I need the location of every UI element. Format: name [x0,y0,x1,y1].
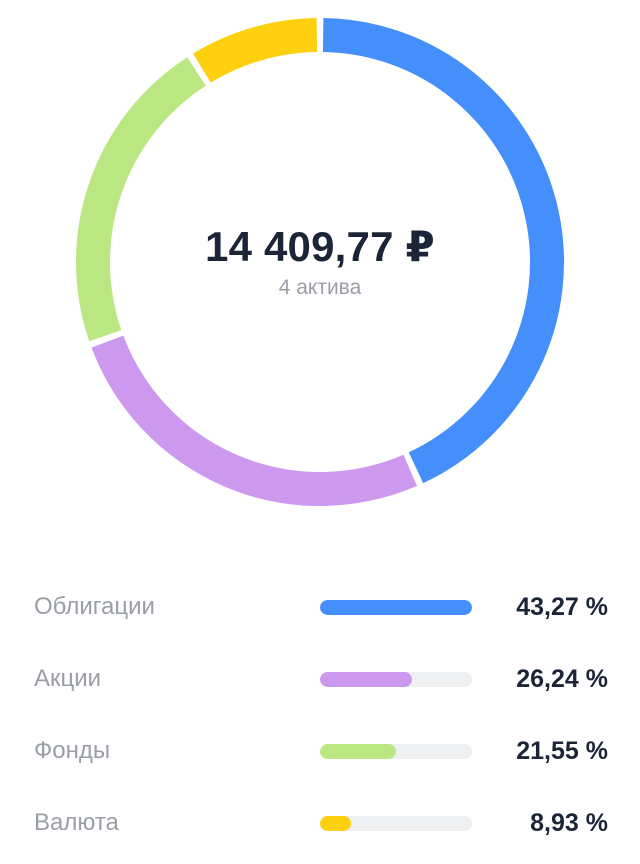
donut-svg [76,18,564,506]
share-bar-track [320,600,472,615]
share-bar-fill [320,816,352,831]
legend-label: Валюта [34,809,119,836]
legend-value: 43,27 % [516,593,608,621]
share-bar-track [320,816,472,831]
legend-value: 26,24 % [516,665,608,693]
legend-value: 21,55 % [516,737,608,765]
donut-slice-bonds[interactable] [322,18,564,484]
donut-slice-currency[interactable] [193,18,318,83]
share-bar-fill [320,600,472,615]
legend-row-currency[interactable]: Валюта 8,93 % [0,787,640,859]
portfolio-total: 14 409,77 ₽ [205,223,435,270]
assets-count: 4 актива [278,276,362,299]
legend-value: 8,93 % [530,809,608,837]
legend-label: Акции [34,665,102,692]
share-bar-fill [320,672,413,687]
legend-row-stocks[interactable]: Акции 26,24 % [0,643,640,715]
allocation-donut-chart: 14 409,77 ₽ 4 актива [76,18,564,506]
donut-slice-funds[interactable] [76,57,206,342]
legend-label: Облигации [34,593,155,620]
legend-label: Фонды [34,737,111,764]
allocation-legend: Облигации 43,27 % Акции 26,24 % Фонды 21… [0,571,640,859]
share-bar-fill [320,744,396,759]
donut-slice-stocks[interactable] [91,335,417,506]
legend-row-bonds[interactable]: Облигации 43,27 % [0,571,640,643]
share-bar-track [320,744,472,759]
share-bar-track [320,672,472,687]
legend-row-funds[interactable]: Фонды 21,55 % [0,715,640,787]
